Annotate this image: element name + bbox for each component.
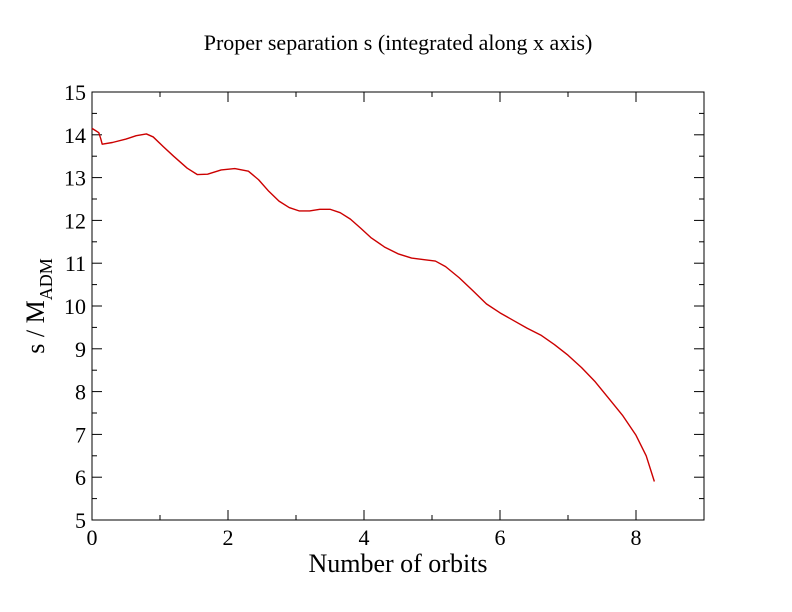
y-axis-label: s / MADM bbox=[21, 258, 56, 353]
y-tick-label: 12 bbox=[64, 208, 86, 233]
x-tick-label: 0 bbox=[87, 525, 98, 550]
x-tick-label: 6 bbox=[495, 525, 506, 550]
x-tick-labels: 0 2 4 6 8 bbox=[87, 525, 642, 550]
series-line bbox=[91, 127, 656, 482]
y-tick-label: 6 bbox=[75, 465, 86, 490]
y-axis-label-subscript: ADM bbox=[36, 258, 56, 300]
x-tick-label: 8 bbox=[631, 525, 642, 550]
x-tick-label: 4 bbox=[359, 525, 370, 550]
y-tick-label: 11 bbox=[65, 251, 86, 276]
y-tick-label: 15 bbox=[64, 80, 86, 105]
y-tick-label: 5 bbox=[75, 508, 86, 533]
y-tick-label: 9 bbox=[75, 337, 86, 362]
x-tick-label: 2 bbox=[223, 525, 234, 550]
y-tick-labels: 5 6 7 8 9 10 11 12 13 14 15 bbox=[64, 80, 86, 533]
y-tick-label: 10 bbox=[64, 294, 86, 319]
y-tick-label: 8 bbox=[75, 380, 86, 405]
y-tick-label: 14 bbox=[64, 123, 86, 148]
y-tick-label: 13 bbox=[64, 166, 86, 191]
chart-title: Proper separation s (integrated along x … bbox=[204, 30, 593, 55]
axis-ticks bbox=[91, 91, 705, 521]
y-tick-label: 7 bbox=[75, 422, 86, 447]
y-axis-label-main: s / M bbox=[21, 300, 50, 353]
x-axis-label: Number of orbits bbox=[308, 549, 487, 578]
